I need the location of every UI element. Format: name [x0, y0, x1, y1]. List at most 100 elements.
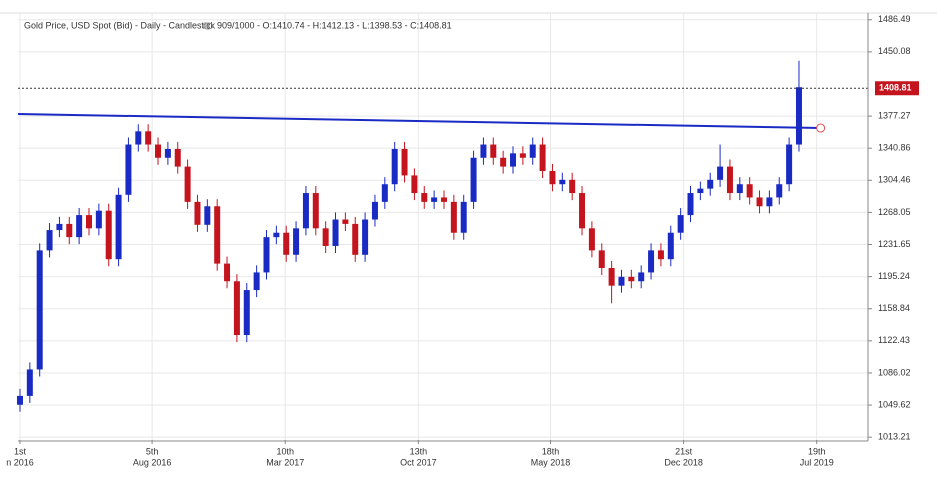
- candle-body: [529, 144, 536, 158]
- candle-body: [460, 201, 467, 233]
- y-tick-label: 1268.05: [878, 207, 911, 217]
- candle-body: [312, 193, 319, 229]
- x-tick-label: 13th: [410, 446, 428, 456]
- x-tick-label: Oct 2017: [400, 457, 437, 467]
- candle-body: [26, 369, 33, 396]
- candle-body: [746, 184, 753, 198]
- candle-body: [224, 263, 231, 282]
- x-tick-label: 18th: [542, 446, 560, 456]
- x-tick-label: n 2016: [6, 457, 34, 467]
- candle-body: [421, 193, 428, 202]
- candle-body: [638, 272, 645, 282]
- candle-body: [431, 197, 438, 202]
- chart-title: Gold Price, USD Spot (Bid) - Daily - Can…: [24, 20, 216, 30]
- candle-body: [263, 237, 270, 273]
- candle-body: [440, 197, 447, 202]
- candle-body: [490, 144, 497, 158]
- candle-body: [687, 193, 694, 216]
- candle-body: [371, 201, 378, 220]
- candle-body: [648, 250, 655, 273]
- candle-body: [273, 232, 280, 238]
- y-tick-label: 1450.08: [878, 46, 911, 56]
- candle-body: [56, 223, 63, 231]
- candle-body: [204, 206, 211, 225]
- candle-body: [95, 210, 102, 229]
- candle-body: [174, 148, 181, 167]
- last-price-label: 1408.81: [879, 83, 912, 93]
- candles: [16, 60, 802, 412]
- candle-body: [194, 201, 201, 225]
- candle-body: [717, 166, 724, 180]
- candle-body: [243, 290, 250, 336]
- candle-body: [332, 219, 339, 246]
- candle-body: [155, 144, 162, 158]
- candle-body: [362, 219, 369, 255]
- last-price-box: [875, 81, 919, 96]
- candle-body: [381, 184, 388, 202]
- candle-body: [500, 157, 507, 167]
- candle-body: [707, 179, 714, 189]
- x-tick-label: 5th: [146, 446, 159, 456]
- x-tick-label: Mar 2017: [266, 457, 304, 467]
- candle-body: [302, 193, 309, 229]
- x-tick-label: 10th: [276, 446, 294, 456]
- candle-body: [450, 201, 457, 233]
- candle-body: [510, 153, 517, 167]
- candle-body: [569, 179, 576, 194]
- x-tick-label: Jul 2019: [800, 457, 834, 467]
- x-tick-label: 19th: [808, 446, 826, 456]
- candle-body: [795, 87, 802, 145]
- x-tick-label: 21st: [675, 446, 693, 456]
- y-tick-label: 1158.84: [878, 303, 910, 313]
- candle-body: [105, 210, 112, 260]
- overlay: [17, 87, 868, 133]
- candle-body: [322, 228, 329, 246]
- candle-body: [726, 166, 733, 194]
- candle-body: [85, 215, 92, 229]
- candle-body: [233, 281, 240, 336]
- x-tick-label: May 2018: [531, 457, 571, 467]
- candle-body: [579, 193, 586, 229]
- y-tick-label: 1377.27: [878, 110, 911, 120]
- y-tick-label: 1231.65: [878, 239, 911, 249]
- candle-body: [293, 228, 300, 255]
- y-tick-label: 1086.02: [878, 367, 911, 377]
- y-tick-label: 1122.43: [878, 335, 910, 345]
- candle-body: [539, 144, 546, 171]
- candle-body: [115, 194, 122, 260]
- candle-body: [618, 276, 625, 286]
- trendline-handle: [816, 123, 826, 133]
- candle-body: [598, 250, 605, 269]
- candle-body: [786, 144, 793, 185]
- x-tick-label: Dec 2018: [664, 457, 703, 467]
- candle-body: [401, 148, 408, 176]
- y-tick-label: 1304.46: [878, 175, 911, 185]
- candle-body: [677, 215, 684, 233]
- candle-body: [697, 188, 704, 194]
- candle-body: [66, 223, 73, 238]
- candle-body: [736, 184, 743, 194]
- candle-body: [411, 175, 418, 194]
- candle-body: [470, 157, 477, 202]
- eye-icon: [202, 22, 214, 30]
- candle-body: [559, 179, 566, 185]
- candle-body: [519, 153, 526, 158]
- y-tick-label: 1049.62: [878, 399, 911, 409]
- candle-body: [76, 215, 83, 238]
- x-tick-label: 1st: [14, 446, 27, 456]
- candle-body: [46, 230, 53, 251]
- candle-body: [766, 197, 773, 207]
- candle-body: [184, 166, 191, 202]
- candle-body: [588, 228, 595, 251]
- candle-body: [657, 250, 664, 260]
- candle-body: [125, 144, 132, 195]
- candle-body: [16, 395, 23, 405]
- candle-body: [608, 268, 615, 286]
- candle-body: [628, 276, 635, 282]
- trendline: [17, 113, 821, 130]
- candle-body: [253, 272, 260, 291]
- y-tick-label: 1195.24: [878, 271, 910, 281]
- price-info: 909/1000 - O:1410.74 - H:1412.13 - L:139…: [217, 20, 452, 30]
- candle-body: [214, 206, 221, 264]
